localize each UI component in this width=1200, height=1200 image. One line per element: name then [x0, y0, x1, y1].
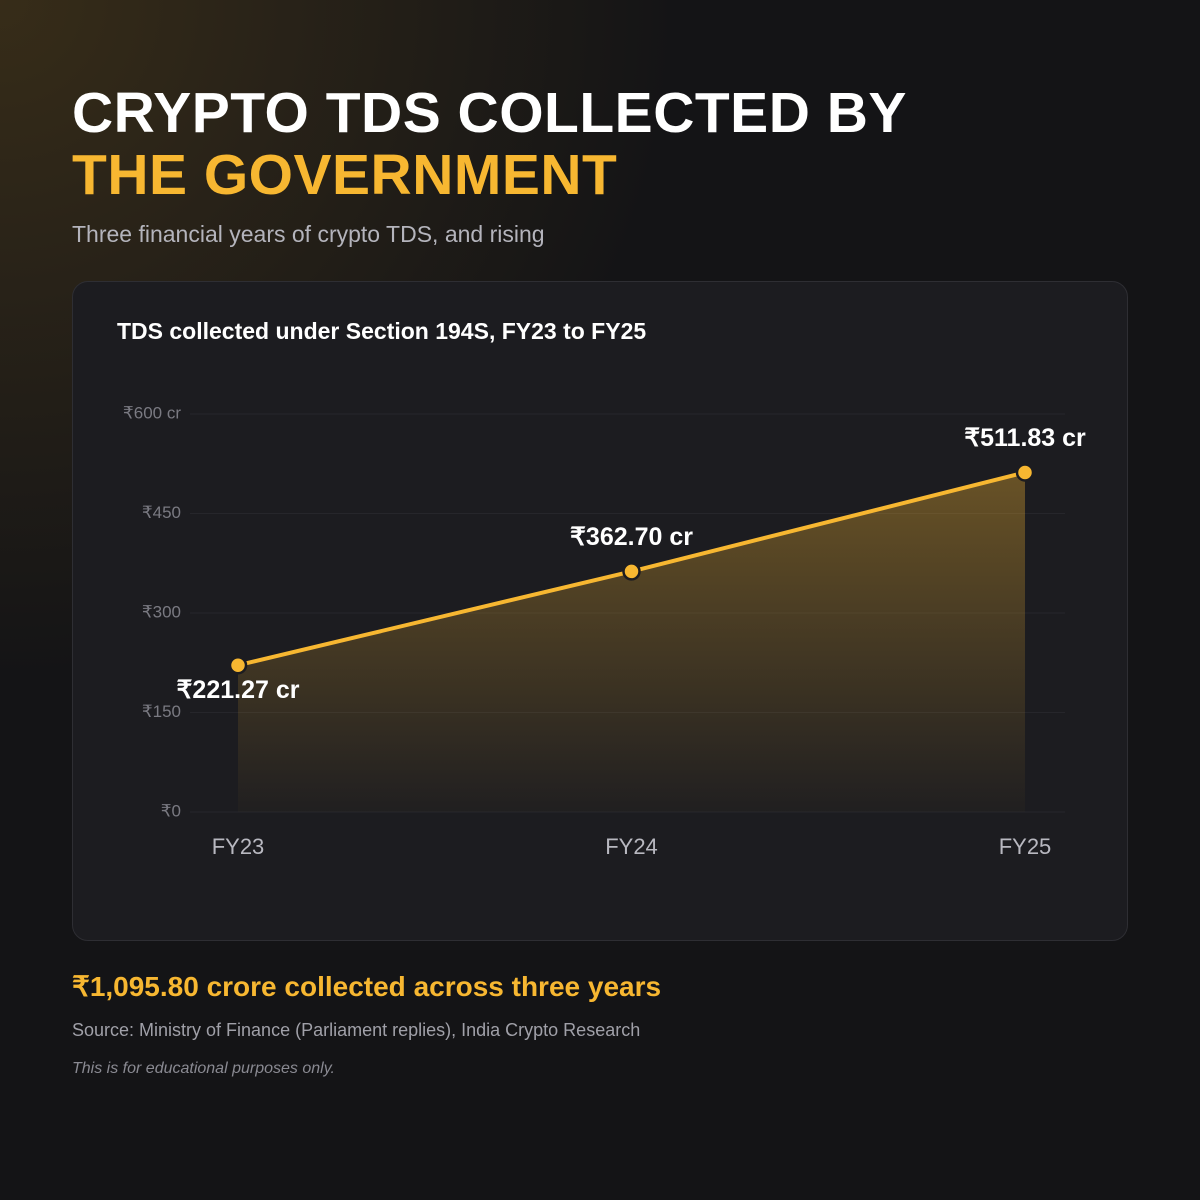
title-line: THE GOVERNMENT	[72, 143, 618, 207]
point	[228, 655, 248, 675]
source: Source: Ministry of Finance (Parliament …	[72, 1020, 641, 1040]
summary: ₹1,095.80 crore collected across three y…	[72, 971, 662, 1002]
disclaimer: This is for educational purposes only.	[72, 1060, 335, 1077]
y-tick-label: ₹600 cr	[123, 403, 181, 422]
area	[238, 472, 1025, 812]
title-line: CRYPTO TDS COLLECTED BY	[72, 81, 907, 145]
x-tick-label: FY24	[605, 834, 658, 859]
y-tick-label: ₹150	[142, 702, 181, 721]
point	[622, 562, 641, 581]
data-label: ₹511.83 cr	[964, 424, 1086, 452]
x-tick-label: FY25	[999, 834, 1052, 859]
y-tick-label: ₹0	[161, 801, 181, 820]
chart-title: TDS collected under Section 194S, FY23 t…	[117, 318, 646, 344]
data-label: ₹221.27 cr	[177, 676, 300, 704]
data-label: ₹362.70 cr	[570, 523, 693, 551]
y-tick-label: ₹300	[142, 602, 181, 621]
point	[1015, 463, 1035, 482]
subtitle: Three financial years of crypto TDS, and…	[72, 221, 545, 247]
y-tick-label: ₹450	[142, 503, 181, 522]
x-tick-label: FY23	[212, 834, 265, 859]
